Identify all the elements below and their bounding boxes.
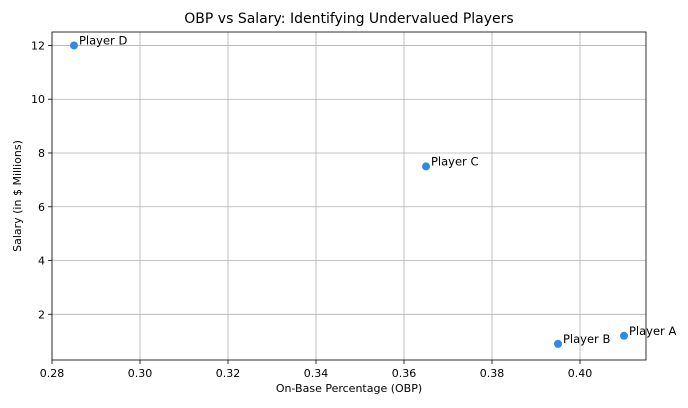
x-tick-label: 0.34 <box>304 367 329 380</box>
data-points: Player A Player B Player C Player D <box>70 33 676 348</box>
y-tick-label: 8 <box>38 147 45 160</box>
x-tick-label: 0.30 <box>128 367 153 380</box>
data-point <box>70 41 78 50</box>
x-tick-label: 0.40 <box>568 367 593 380</box>
x-axis-label: On-Base Percentage (OBP) <box>276 382 422 395</box>
y-tick-label: 12 <box>31 39 45 52</box>
x-tick-label: 0.38 <box>480 367 505 380</box>
x-tick-label: 0.28 <box>40 367 65 380</box>
y-axis-label: Salary (in $ Millions) <box>11 140 24 252</box>
data-point <box>554 339 562 348</box>
data-point <box>422 162 430 171</box>
axis-ticks: 0.28 0.30 0.32 0.34 0.36 0.38 0.40 2 4 6 8 10 12 <box>31 39 592 380</box>
plot-frame <box>51 31 647 361</box>
grid <box>51 32 646 360</box>
data-point-label: Player C <box>431 154 478 168</box>
chart-title: OBP vs Salary: Identifying Undervalued P… <box>184 11 513 27</box>
y-tick-label: 4 <box>38 255 45 268</box>
data-point <box>620 331 628 340</box>
x-tick-label: 0.32 <box>216 367 241 380</box>
y-tick-label: 10 <box>31 93 45 106</box>
y-tick-label: 6 <box>38 201 45 214</box>
y-tick-label: 2 <box>38 308 45 321</box>
data-point-label: Player D <box>79 33 127 47</box>
data-point-label: Player A <box>629 324 676 338</box>
x-tick-label: 0.36 <box>392 367 417 380</box>
data-point-label: Player B <box>563 332 610 346</box>
